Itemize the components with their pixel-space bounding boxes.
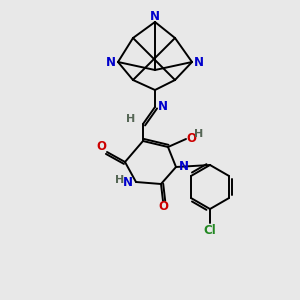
Text: O: O	[96, 140, 106, 154]
Text: N: N	[194, 56, 204, 68]
Text: N: N	[106, 56, 116, 68]
Text: H: H	[126, 114, 136, 124]
Text: O: O	[186, 131, 196, 145]
Text: N: N	[158, 100, 168, 112]
Text: H: H	[194, 129, 204, 139]
Text: Cl: Cl	[204, 224, 216, 236]
Text: H: H	[116, 175, 124, 185]
Text: N: N	[150, 10, 160, 22]
Text: O: O	[158, 200, 168, 214]
Text: N: N	[179, 160, 189, 173]
Text: N: N	[123, 176, 133, 188]
